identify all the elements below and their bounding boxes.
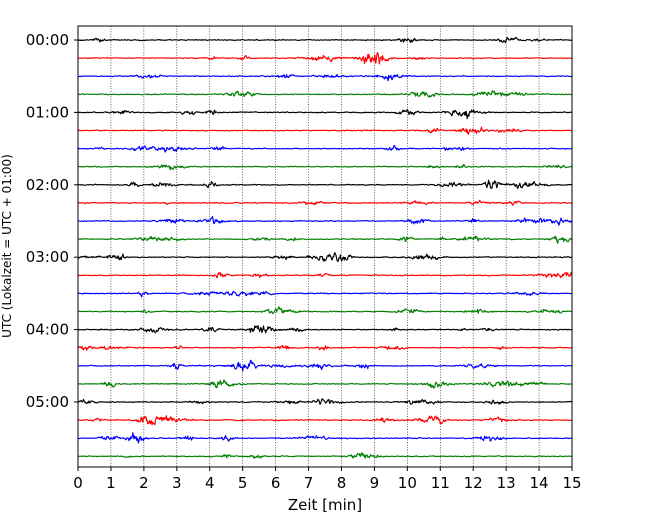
- x-tick-label-6: 6: [271, 474, 281, 492]
- trace-0315: [77, 271, 573, 279]
- y-axis-label: UTC (Lokalzeit = UTC + 01:00): [0, 154, 14, 338]
- x-tick-label-11: 11: [431, 474, 450, 492]
- trace-0130: [77, 145, 573, 153]
- trace-0115: [77, 126, 573, 135]
- x-tick-label-9: 9: [370, 474, 380, 492]
- x-tick-label-5: 5: [238, 474, 248, 492]
- trace-0500: [77, 398, 573, 405]
- y-tick-label-2: 02:00: [26, 176, 69, 194]
- trace-0145: [77, 163, 573, 171]
- x-tick-label-1: 1: [106, 474, 116, 492]
- trace-0330: [77, 290, 573, 298]
- y-tick-label-1: 01:00: [26, 103, 69, 121]
- plot-frame: [77, 25, 573, 468]
- x-tick-label-7: 7: [304, 474, 314, 492]
- y-tick-label-0: 00:00: [26, 31, 69, 49]
- trace-0030: [77, 73, 573, 82]
- trace-group: [77, 36, 573, 459]
- plot-background: [78, 26, 572, 467]
- x-tick-label-0: 0: [73, 474, 83, 492]
- x-tick-label-12: 12: [464, 474, 483, 492]
- trace-0545: [77, 452, 573, 459]
- y-tick-label-5: 05:00: [26, 393, 69, 411]
- trace-0445: [77, 379, 573, 389]
- x-axis-label: Zeit [min]: [288, 496, 362, 514]
- x-tick-label-13: 13: [497, 474, 516, 492]
- trace-0000: [77, 36, 573, 44]
- trace-0400: [77, 325, 573, 334]
- trace-0530: [77, 432, 573, 444]
- x-tick-label-2: 2: [139, 474, 149, 492]
- x-tick-label-14: 14: [530, 474, 549, 492]
- trace-0415: [77, 344, 573, 351]
- x-tick-label-8: 8: [337, 474, 347, 492]
- y-tick-label-3: 03:00: [26, 248, 69, 266]
- y-tick-label-4: 04:00: [26, 321, 69, 339]
- trace-0345: [77, 306, 573, 315]
- x-tick-label-4: 4: [205, 474, 215, 492]
- trace-0300: [77, 252, 573, 263]
- trace-0100: [77, 108, 573, 120]
- trace-0200: [77, 179, 573, 189]
- x-tick-label-15: 15: [562, 474, 581, 492]
- trace-0015: [77, 52, 573, 65]
- trace-0215: [77, 199, 573, 206]
- x-tick-label-10: 10: [398, 474, 417, 492]
- y-axis: 00:00 01:00 02:00 03:00 04:00 05:00: [26, 31, 78, 411]
- x-axis: 0 1 2 3 4 5 6 7 8 9 10 11 12 13 14 15: [73, 467, 582, 492]
- trace-0515: [77, 415, 573, 426]
- x-tick-label-3: 3: [172, 474, 182, 492]
- grid-lines: [110, 26, 540, 467]
- trace-0245: [77, 235, 573, 244]
- trace-0045: [77, 90, 573, 98]
- trace-0430: [77, 359, 573, 372]
- trace-0230: [77, 215, 573, 226]
